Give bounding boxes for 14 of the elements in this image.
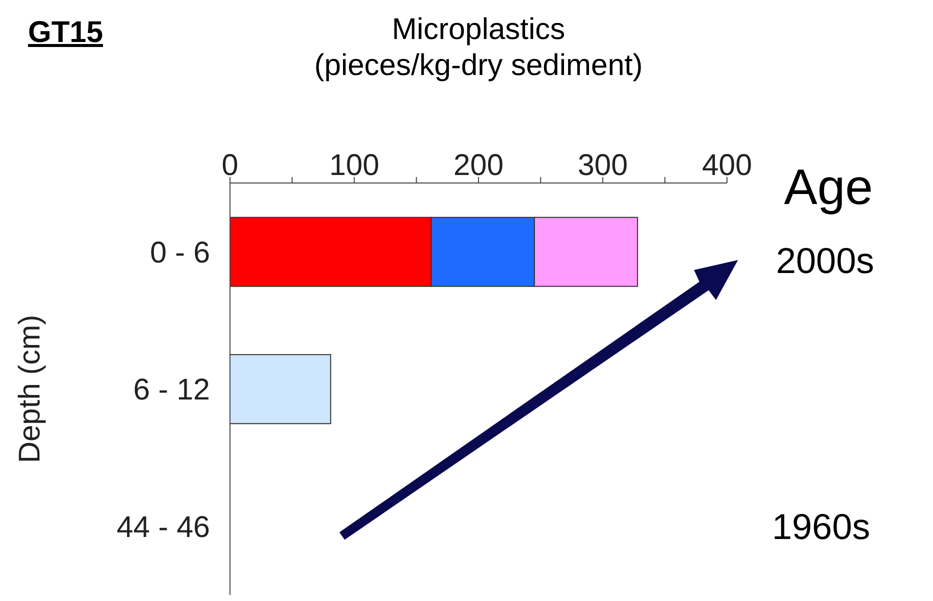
text: 2000s <box>776 240 874 282</box>
y-tick-label: 6 - 12 <box>133 374 210 407</box>
y-tick-label: 44 - 46 <box>116 510 210 544</box>
x-tick-label: 0 <box>222 149 238 182</box>
x-tick-label: 200 <box>453 149 504 182</box>
text: Age <box>784 158 873 216</box>
x-axis-title: Microplastics (pieces/kg-dry sediment) <box>313 12 644 84</box>
y-axis-title: Depth (cm) <box>14 314 47 464</box>
y-tick-label: 0 - 6 <box>150 236 210 270</box>
x-tick-label: 400 <box>702 149 752 182</box>
x-tick-label: 300 <box>578 149 628 182</box>
text: 1960s <box>772 506 870 548</box>
text: GT15 <box>28 16 104 50</box>
x-tick-label: 100 <box>329 149 380 182</box>
